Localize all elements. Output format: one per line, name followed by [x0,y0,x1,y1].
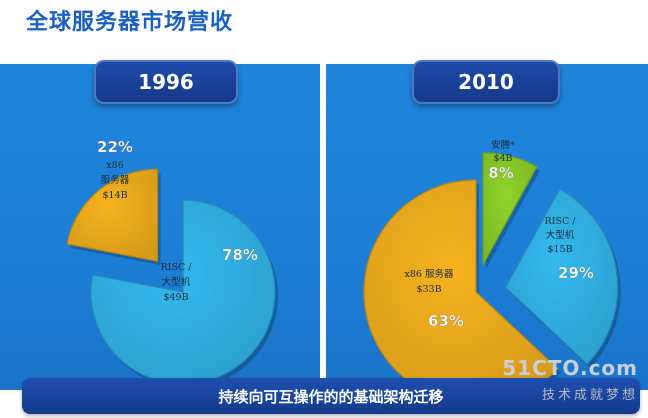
slice-category-label: 大型机 [546,229,575,241]
watermark-logo: 51CTO.com [502,356,638,380]
slice-category-label: $49B [163,292,188,303]
slice-2010-2: 63% x86 服务器 $33B [363,179,561,390]
pie-chart-2010: 8% 安腾* $4B 29% RISC / 大型机 $15B 63% x86 服务器 $33B [363,139,621,390]
pie-slice [90,199,276,385]
slice-1996-1: 22% x86 服务器 $14B [66,138,161,266]
slice-category-label: $14B [102,190,127,201]
slice-2010-1: 29% RISC / 大型机 $15B [504,188,621,368]
slice-category-label: x86 服务器 [405,268,454,280]
year-tab-1996: 1996 [94,60,238,104]
slice-category-label: $4B [493,153,512,164]
slice-category-label: RISC / [545,216,577,227]
slice-category-label: 大型机 [162,276,191,288]
slice-category-label: 服务器 [101,174,130,186]
panel-divider [320,64,326,390]
slice-percent-label: 8% [488,164,513,182]
pie-slice [66,168,159,262]
slice-category-label: 安腾* [491,139,515,151]
slice-percent-label: 63% [428,312,464,330]
slice-category-label: RISC / [161,262,193,273]
slice-percent-label: 22% [97,138,133,156]
slice-percent-label: 78% [222,246,258,264]
year-tab-2010: 2010 [412,60,560,104]
slice-category-label: $15B [547,244,572,255]
pie-slice [504,188,619,365]
slice-category-label: x86 [106,160,123,171]
watermark-subtitle: 技术成就梦想 [541,388,638,403]
pie-slice [363,179,559,390]
slice-1996-0: 78% RISC / 大型机 $49B [90,199,278,388]
pie-slice [482,152,538,266]
slice-category-label: $33B [416,284,441,295]
pie-chart-1996: 78% RISC / 大型机 $49B 22% x86 服务器 $14B [66,138,278,388]
footer-banner: 持续向可互操作的的基础架构迁移 [22,378,640,414]
slice-percent-label: 29% [558,264,594,282]
page-title: 全球服务器市场营收 [26,10,234,35]
slice-2010-0: 8% 安腾* $4B [482,139,540,269]
watermark: 51CTO.com 技术成就梦想 [502,356,638,403]
